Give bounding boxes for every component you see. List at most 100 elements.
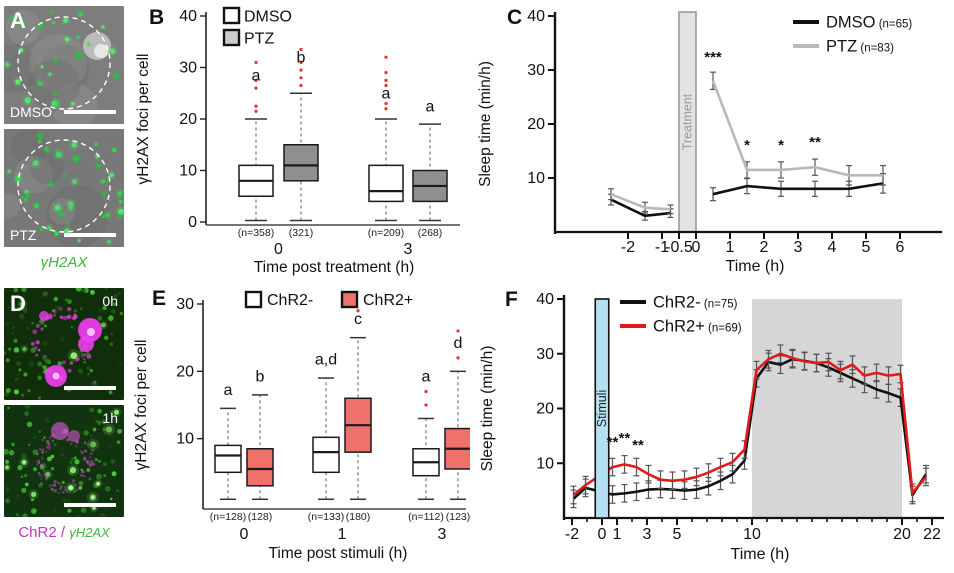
- svg-text:10: 10: [179, 163, 197, 180]
- svg-text:10: 10: [527, 170, 545, 187]
- svg-text:10: 10: [176, 431, 194, 448]
- series-line-PTZ: [711, 80, 883, 177]
- panel-label-b: B: [149, 6, 165, 29]
- svg-text:6: 6: [896, 239, 905, 256]
- svg-text:(n=358): (n=358): [238, 227, 274, 239]
- legend: DMSO (n=65) PTZ (n=83): [793, 14, 912, 56]
- svg-text:5: 5: [862, 239, 871, 256]
- svg-text:22: 22: [923, 526, 941, 543]
- svg-text:*: *: [778, 137, 784, 154]
- svg-text:30: 30: [179, 60, 197, 77]
- svg-text:Time (h): Time (h): [731, 546, 790, 563]
- legend-swatch-PTZ: [222, 28, 241, 47]
- svg-text:0: 0: [240, 526, 249, 543]
- svg-text:30: 30: [536, 346, 554, 363]
- scale-bar: [64, 503, 116, 507]
- svg-text:a: a: [252, 67, 261, 84]
- svg-text:DMSO: DMSO: [244, 9, 292, 26]
- svg-text:-0.5: -0.5: [665, 239, 693, 256]
- svg-text:ChR2+: ChR2+: [363, 292, 413, 309]
- svg-text:***: ***: [704, 49, 722, 66]
- svg-text:5: 5: [673, 526, 682, 543]
- svg-text:-1: -1: [655, 239, 669, 256]
- box-group-3: a (n=112) d (123): [408, 329, 470, 523]
- panel-d-caption: ChR2 / γH2AX: [18, 524, 109, 541]
- svg-text:2: 2: [760, 239, 769, 256]
- caption-part: ChR2: [18, 524, 57, 541]
- svg-text:γH2AX foci per cell: γH2AX foci per cell: [135, 54, 152, 185]
- svg-text:*: *: [744, 137, 750, 154]
- svg-text:γH2AX foci per cell: γH2AX foci per cell: [133, 340, 150, 471]
- image-tag-label: 0h: [102, 293, 118, 309]
- scale-bar: [64, 110, 116, 114]
- background-bands: Treatment: [678, 11, 697, 233]
- svg-text:(268): (268): [418, 227, 443, 239]
- svg-text:DMSO (n=65): DMSO (n=65): [826, 14, 912, 32]
- svg-text:4: 4: [828, 239, 837, 256]
- svg-text:Time (h): Time (h): [726, 258, 785, 275]
- panel-label-f: F: [505, 288, 518, 311]
- svg-text:Time post treatment (h): Time post treatment (h): [254, 259, 415, 276]
- axes: 10 20 30 40 -2 -1-0.50 1 2 3 4 5 6 Sleep time (min/h…: [477, 8, 942, 275]
- svg-text:PTZ: PTZ: [244, 31, 274, 48]
- svg-text:20: 20: [179, 111, 197, 128]
- svg-text:40: 40: [536, 291, 554, 308]
- data-series: [608, 71, 886, 221]
- svg-text:10: 10: [743, 526, 761, 543]
- series-line-DMSO: [712, 182, 884, 196]
- panel-a-microscopy: DMSO PTZ γH2AX: [4, 6, 124, 271]
- svg-text:10: 10: [536, 455, 554, 472]
- scale-bar: [64, 386, 116, 390]
- cell-outline: [17, 16, 111, 110]
- svg-text:a: a: [382, 85, 391, 102]
- svg-text:**: **: [809, 134, 821, 151]
- legend-swatch-ChR2-: [244, 290, 263, 309]
- axes: 10 20 30 40 -2 0 1 3 5 10 20 22 Sleep time (min/h) Ti…: [479, 291, 944, 563]
- svg-text:1: 1: [726, 239, 735, 256]
- legend-swatch-ChR2+: [340, 290, 359, 309]
- svg-text:1: 1: [338, 526, 347, 543]
- svg-text:Stimuli: Stimuli: [595, 390, 609, 428]
- svg-text:ChR2- (n=75): ChR2- (n=75): [653, 294, 738, 312]
- cell-outline: [17, 139, 111, 233]
- panel-b-boxplot: 0 10 20 30 40 γH2AX foci per cell DMSO PTZ a (n=3…: [135, 6, 460, 276]
- svg-text:b: b: [256, 368, 265, 385]
- svg-text:20: 20: [527, 116, 545, 133]
- svg-text:40: 40: [527, 8, 545, 25]
- svg-text:40: 40: [179, 8, 197, 25]
- svg-text:a,d: a,d: [315, 352, 337, 369]
- svg-text:0: 0: [692, 239, 701, 256]
- background-bands: [752, 299, 902, 518]
- svg-text:(123): (123): [446, 511, 470, 523]
- data-series: [570, 344, 929, 509]
- series-line-PTZ: [610, 192, 671, 211]
- svg-text:3: 3: [643, 526, 652, 543]
- band-Stimuli: [594, 298, 610, 519]
- legend: ChR2- ChR2+: [244, 290, 413, 309]
- svg-text:Sleep time (min/h): Sleep time (min/h): [477, 61, 494, 187]
- svg-text:Time post stimuli (h): Time post stimuli (h): [269, 545, 408, 562]
- svg-text:(180): (180): [346, 511, 371, 523]
- panel-a-caption: γH2AX: [40, 254, 88, 271]
- panel-d-microscopy: 0h 1h ChR2 / γH2AX: [4, 288, 124, 541]
- image-tag-label: 1h: [102, 410, 118, 426]
- significance-annotations: **** * **: [704, 49, 821, 154]
- svg-text:20: 20: [176, 363, 194, 380]
- band-shade: [752, 299, 902, 518]
- image-tag-label: PTZ: [10, 227, 37, 243]
- svg-text:d: d: [454, 335, 463, 352]
- panel-label-c: C: [507, 6, 523, 29]
- svg-text:Treatment: Treatment: [681, 93, 695, 150]
- caption-part: γH2AX: [69, 525, 110, 540]
- significance-annotations: ** ** **: [607, 430, 644, 454]
- svg-text:(n=133): (n=133): [308, 511, 344, 523]
- micrograph-0h: 0h: [4, 288, 124, 400]
- micrograph-ptz: PTZ: [4, 129, 124, 247]
- scale-bar: [64, 233, 116, 237]
- svg-text:0: 0: [188, 214, 197, 231]
- svg-text:ChR2+ (n=69): ChR2+ (n=69): [653, 318, 742, 336]
- svg-text:(321): (321): [289, 227, 314, 239]
- svg-text:3: 3: [794, 239, 803, 256]
- axes: 0 10 20 30 40 γH2AX foci per cell: [135, 8, 460, 231]
